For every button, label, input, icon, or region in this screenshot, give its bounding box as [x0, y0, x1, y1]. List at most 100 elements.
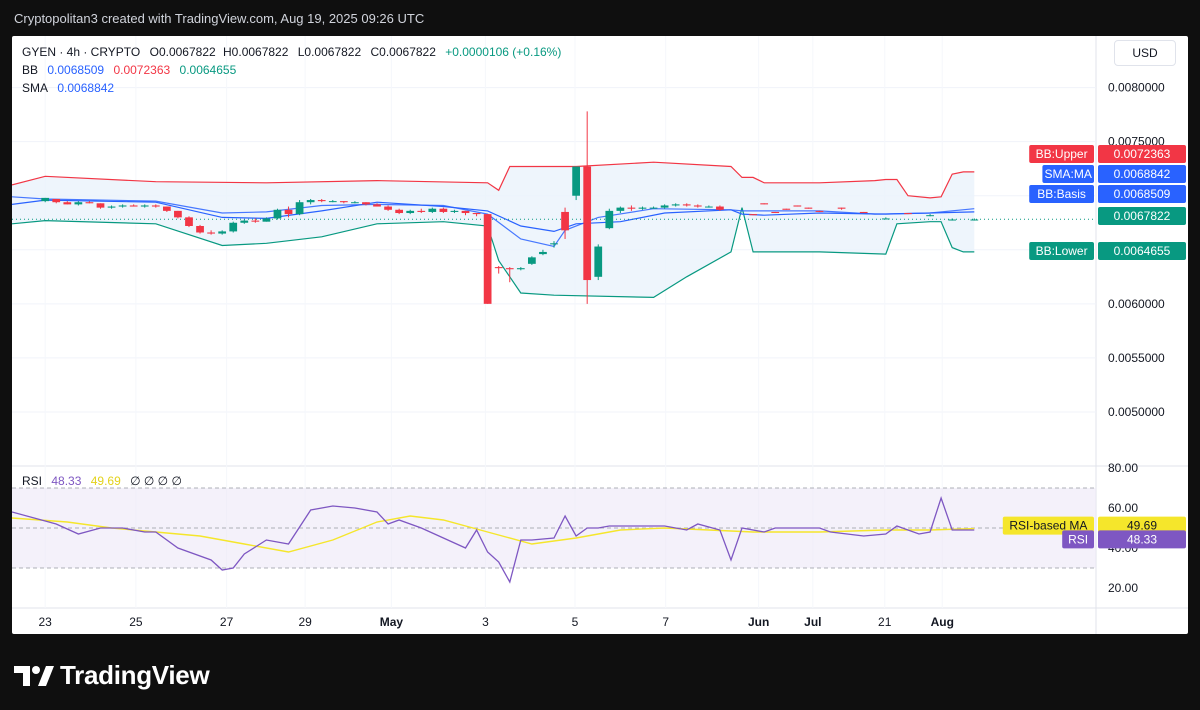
rsi-legend-label: RSI	[22, 474, 43, 488]
candle-body	[218, 231, 227, 234]
candle-body	[749, 214, 757, 216]
currency-button[interactable]: USD	[1114, 40, 1176, 66]
candle-body	[926, 215, 934, 217]
sma-badge-label: SMA:MA	[1045, 167, 1092, 181]
rsi-legend-value: 48.33	[51, 474, 82, 488]
candle-body	[837, 207, 846, 209]
candle-body	[716, 206, 724, 210]
candle-body	[262, 218, 271, 222]
bb-basis-line	[12, 199, 975, 233]
time-tick-label: 7	[662, 615, 669, 629]
candle-body	[295, 202, 304, 215]
candle-body	[904, 213, 912, 215]
rsi-badge-value: 48.33	[1127, 532, 1157, 546]
candle-body	[317, 200, 326, 202]
candle-body	[859, 211, 868, 214]
candle-body	[793, 205, 802, 207]
candle-body	[118, 205, 127, 207]
bb-lower-badge: BB:Lower 0.0064655	[1029, 242, 1186, 260]
rsi-badge-value-box	[1098, 530, 1186, 549]
rsi-legend-extras: ∅ ∅ ∅ ∅	[130, 474, 182, 488]
sma-line	[12, 196, 975, 248]
candle-body	[572, 166, 580, 196]
candle-body	[384, 206, 392, 210]
footer: TradingView	[0, 640, 1200, 710]
tradingview-wordmark: TradingView	[60, 660, 210, 690]
bb-upper-badge-value: 0.0072363	[1114, 147, 1171, 161]
candle-body	[561, 211, 569, 231]
rsi-badge-label-box	[1062, 530, 1094, 549]
rsi-ma-badge-label-box	[1002, 516, 1094, 535]
bb-fill	[12, 162, 975, 298]
sma-legend-label: SMA	[22, 81, 49, 95]
rsi-line	[12, 495, 975, 584]
candle-body	[505, 268, 514, 270]
ohlc-close: C0.0067822	[370, 45, 436, 59]
ohlc-low: L0.0067822	[297, 45, 362, 59]
rsi-tick-label: 60.00	[1108, 501, 1138, 515]
chart-panel[interactable]: 0.00800000.00750000.00700000.00650000.00…	[12, 36, 1188, 634]
rsi-legend-ma: 49.69	[90, 474, 121, 488]
candle-body	[362, 202, 370, 205]
time-tick-label: 3	[482, 615, 489, 629]
price-tick-label: 0.0055000	[1108, 351, 1165, 365]
symbol-legend: GYEN · 4h · CRYPTO O0.0067822 H0.0067822…	[22, 43, 567, 61]
bb-upper-badge-label-box	[1029, 145, 1094, 163]
candle-body	[682, 204, 691, 206]
bb-basis-badge-value: 0.0068509	[1114, 187, 1171, 201]
rsi-legend[interactable]: RSI 48.33 49.69 ∅ ∅ ∅ ∅	[22, 472, 188, 490]
rsi-ma-badge: RSI-based MA 49.69	[1002, 516, 1186, 535]
bb-lower-badge-label-box	[1029, 242, 1094, 260]
candle-body	[649, 207, 658, 209]
sma-legend-value: 0.0068842	[57, 81, 115, 95]
chart-canvas[interactable]: 0.00800000.00750000.00700000.00650000.00…	[12, 36, 1188, 634]
candle-body	[948, 219, 957, 221]
time-tick-label: 25	[129, 615, 143, 629]
last-price-badge-value: 0.0067822	[1114, 209, 1171, 223]
candle-body	[550, 243, 558, 245]
bb-legend[interactable]: BB 0.0068509 0.0072363 0.0064655	[22, 61, 242, 79]
bb-legend-lower: 0.0064655	[179, 63, 237, 77]
candle-body	[583, 166, 592, 281]
bb-basis-badge-label-box	[1029, 185, 1094, 203]
candle-body	[328, 201, 337, 203]
candle-body	[284, 209, 293, 215]
symbol-name[interactable]: GYEN · 4h · CRYPTO	[22, 45, 141, 59]
top-bar: Cryptopolitan3 created with TradingView.…	[0, 0, 1200, 36]
bb-band	[12, 162, 975, 298]
ohlc-high: H0.0067822	[223, 45, 289, 59]
tradingview-logo[interactable]: TradingView	[14, 660, 210, 691]
last-price-badge: 0.0067822	[1098, 207, 1186, 225]
last-price-badge-value-box	[1098, 207, 1186, 225]
bb-legend-basis: 0.0068509	[47, 63, 105, 77]
candle-body	[804, 207, 813, 209]
candle-body	[671, 204, 680, 206]
candle-body	[782, 208, 791, 210]
candle-body	[472, 213, 481, 215]
bb-legend-upper: 0.0072363	[113, 63, 171, 77]
candle-body	[660, 205, 669, 208]
candle-body	[185, 217, 193, 226]
bb-lower-badge-label: BB:Lower	[1036, 244, 1088, 258]
rsi-ma-badge-label: RSI-based MA	[1009, 519, 1087, 533]
sma-badge: SMA:MA 0.0068842	[1042, 165, 1186, 183]
candle-body	[240, 220, 249, 223]
candle-body	[970, 219, 979, 221]
candle-body	[373, 204, 381, 207]
candle-body	[528, 257, 536, 264]
candle-body	[815, 210, 824, 212]
candle-body	[229, 222, 238, 232]
candle-body	[273, 209, 282, 219]
bb-upper-badge: BB:Upper 0.0072363	[1029, 145, 1186, 163]
price-tick-label: 0.0050000	[1108, 405, 1165, 419]
time-tick-label: Jun	[748, 615, 769, 629]
rsi-ma-line	[12, 515, 975, 553]
candle-body	[140, 205, 149, 207]
sma-legend[interactable]: SMA 0.0068842	[22, 79, 120, 97]
candle-body	[516, 268, 525, 270]
price-badges: BB:Upper 0.0072363 SMA:MA 0.0068842 BB:Basis…	[1002, 145, 1186, 549]
rsi-tick-label: 20.00	[1108, 581, 1138, 595]
candle-body	[494, 267, 503, 269]
candle-body	[539, 251, 547, 255]
time-tick-label: 23	[39, 615, 53, 629]
